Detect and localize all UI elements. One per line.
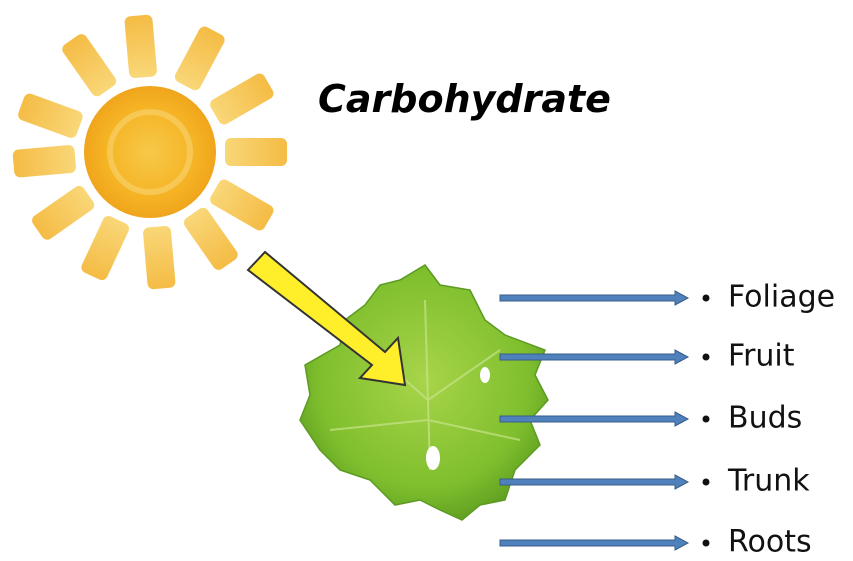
- list-item: Trunk: [727, 464, 810, 499]
- page: Carbohydrate FoliageFruitBudsTrunkRoots …: [0, 0, 853, 561]
- allocation-list: Foliage Fruit Buds Trunk Roots: [500, 280, 835, 560]
- bullet: [703, 354, 710, 361]
- bullet: [703, 295, 710, 302]
- flow-arrow: [500, 475, 688, 489]
- list-item: Foliage: [728, 280, 835, 315]
- bullet: [703, 479, 710, 486]
- list-item: Roots: [728, 525, 812, 560]
- flow-arrow: [500, 536, 688, 550]
- bullet: [703, 416, 710, 423]
- sun: [12, 14, 287, 289]
- bullet: [703, 540, 710, 547]
- list-item: Buds: [728, 401, 802, 436]
- list-item: Fruit: [728, 339, 795, 374]
- diagram: Carbohydrate Foliage Fruit Buds Trunk Roots: [0, 0, 853, 561]
- flow-arrow: [500, 291, 688, 305]
- title: Carbohydrate: [318, 77, 611, 121]
